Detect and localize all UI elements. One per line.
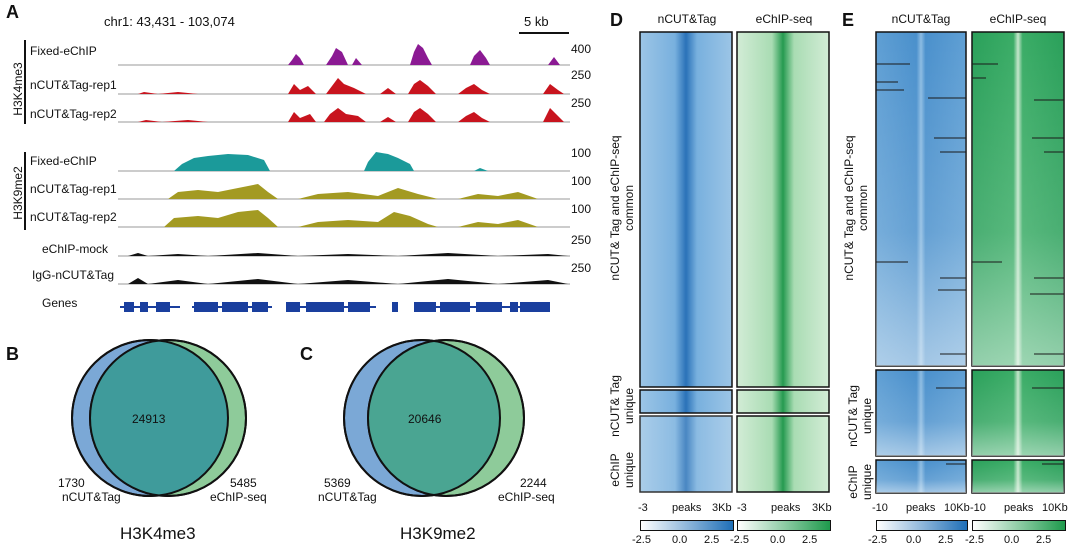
venn-b-common-count: 24913 xyxy=(132,412,166,426)
scale-bar xyxy=(519,32,569,34)
track-label: eChIP-mock xyxy=(42,242,109,256)
heatmap-e-x-right: 10Kb xyxy=(944,502,970,514)
panel-c-letter: C xyxy=(300,344,313,364)
heatmap-e-x-left: -10 xyxy=(970,502,986,514)
heatmap-d xyxy=(639,31,830,493)
panel-e-letter: E xyxy=(842,10,855,30)
heatmap-e-scale-blue xyxy=(876,520,968,531)
venn-c xyxy=(343,339,525,497)
heatmap-e-row3-label: eChIP unique xyxy=(846,463,874,501)
heatmap-d-x-right: 3Kb xyxy=(712,502,732,514)
heatmap-e-col2-title: eChIP-seq xyxy=(989,12,1047,26)
scale-bar-label: 5 kb xyxy=(524,14,549,29)
venn-b-left-count: 1730 xyxy=(58,476,85,490)
panel-a-letter: A xyxy=(6,2,19,22)
venn-c-right-count: 2244 xyxy=(520,476,547,490)
heatmap-e-row1-label: nCUT& Tag and eChIP-seq common xyxy=(842,135,870,281)
venn-b-left-label: nCUT&Tag xyxy=(62,490,121,504)
heatmap-d-scale-blue xyxy=(640,520,734,531)
gene-models xyxy=(120,302,550,312)
venn-b-right-label: eChIP-seq xyxy=(210,490,267,504)
track-max: 250 xyxy=(571,96,592,110)
track-label: nCUT&Tag-rep1 xyxy=(30,182,117,196)
track-label: IgG-nCUT&Tag xyxy=(32,268,115,282)
venn-c-title: H3K9me2 xyxy=(400,524,476,543)
venn-c-right-label: eChIP-seq xyxy=(498,490,555,504)
heatmap-d-x-left: -3 xyxy=(737,502,747,514)
heatmap-d-row3-label: eChIP unique xyxy=(608,451,636,489)
heatmap-d-col2-ncut-unique xyxy=(736,389,830,414)
group-label-h3k4me3: H3K4me3 xyxy=(11,62,25,116)
track-max: 250 xyxy=(571,68,592,82)
genome-tracks xyxy=(118,44,570,312)
scale-tick: -2.5 xyxy=(965,534,984,546)
heatmap-d-x-mid: peaks xyxy=(771,502,801,514)
heatmap-d-col2-echip-unique xyxy=(736,415,830,493)
track-max: 100 xyxy=(571,174,592,188)
heatmap-d-x-left: -3 xyxy=(638,502,648,514)
scale-tick: 2.5 xyxy=(938,534,954,546)
track-signal-k9-rep1 xyxy=(168,184,538,199)
scale-tick: 0.0 xyxy=(672,534,688,546)
track-signal-mock xyxy=(128,253,568,256)
track-max: 100 xyxy=(571,146,592,160)
heatmap-d-col2-title: eChIP-seq xyxy=(755,12,813,26)
scale-tick: 0.0 xyxy=(770,534,786,546)
track-max: 400 xyxy=(571,42,592,56)
venn-b-title: H3K4me3 xyxy=(120,524,196,543)
heatmap-e-x-mid: peaks xyxy=(1004,502,1034,514)
heatmap-e-x-left: -10 xyxy=(872,502,888,514)
heatmap-d-col2-common xyxy=(736,31,830,388)
track-label: Fixed-eChIP xyxy=(30,154,97,168)
track-signal-k9-rep2 xyxy=(164,210,538,227)
venn-b xyxy=(71,339,247,497)
venn-c-left-count: 5369 xyxy=(324,476,351,490)
track-max: 250 xyxy=(571,233,592,247)
heatmap-d-row1-label: nCUT& Tag and eChIP-seq common xyxy=(608,135,636,281)
heatmap-d-col1-common xyxy=(639,31,733,388)
heatmap-e-x-mid: peaks xyxy=(906,502,936,514)
panel-d-letter: D xyxy=(610,10,623,30)
group-bracket-h3k4me3 xyxy=(24,40,26,124)
scale-tick: -2.5 xyxy=(730,534,749,546)
heatmap-d-x-mid: peaks xyxy=(672,502,702,514)
scale-tick: 0.0 xyxy=(1004,534,1020,546)
genes-label: Genes xyxy=(42,296,78,310)
scale-tick: 2.5 xyxy=(1036,534,1052,546)
track-label: nCUT&Tag-rep2 xyxy=(30,210,117,224)
heatmap-e-col1-title: nCUT&Tag xyxy=(891,12,951,26)
track-label: Fixed-eChIP xyxy=(30,44,97,58)
panel-b-letter: B xyxy=(6,344,19,364)
track-max: 250 xyxy=(571,261,592,275)
track-max: 100 xyxy=(571,202,592,216)
heatmap-d-col1-echip-unique xyxy=(639,415,733,493)
scale-tick: -2.5 xyxy=(632,534,651,546)
scale-tick: 2.5 xyxy=(704,534,720,546)
heatmap-e xyxy=(875,31,1065,494)
locus-coordinates: chr1: 43,431 - 103,074 xyxy=(104,14,235,29)
track-signal-igg xyxy=(128,278,568,284)
group-label-h3k9me2: H3K9me2 xyxy=(11,166,25,220)
track-signal-k4-rep2 xyxy=(138,108,564,122)
heatmap-d-x-right: 3Kb xyxy=(812,502,832,514)
scale-tick: -2.5 xyxy=(868,534,887,546)
track-label: nCUT&Tag-rep1 xyxy=(30,78,117,92)
track-signal-k9-fixed xyxy=(174,152,488,171)
venn-c-common-count: 20646 xyxy=(408,412,442,426)
track-label: nCUT&Tag-rep2 xyxy=(30,107,117,121)
heatmap-e-scale-green xyxy=(972,520,1066,531)
heatmap-d-col1-title: nCUT&Tag xyxy=(657,12,717,26)
heatmap-d-scale-green xyxy=(737,520,831,531)
heatmap-d-col1-ncut-unique xyxy=(639,389,733,414)
venn-c-left-label: nCUT&Tag xyxy=(318,490,377,504)
venn-b-right-count: 5485 xyxy=(230,476,257,490)
track-signal-k4-fixed xyxy=(288,44,560,65)
scale-tick: 2.5 xyxy=(802,534,818,546)
heatmap-e-x-right: 10Kb xyxy=(1042,502,1068,514)
track-signal-k4-rep1 xyxy=(138,78,564,94)
group-bracket-h3k9me2 xyxy=(24,152,26,230)
scale-tick: 0.0 xyxy=(906,534,922,546)
